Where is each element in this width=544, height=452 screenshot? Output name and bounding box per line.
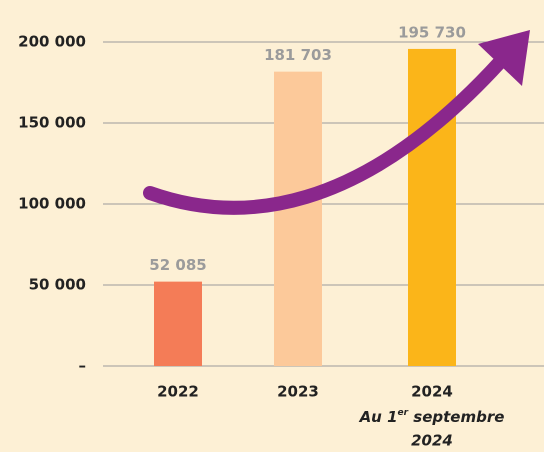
- bar: [154, 281, 202, 366]
- note-part: Au 1: [359, 408, 398, 426]
- y-tick-label: –: [79, 357, 87, 375]
- note: Au 1er septembre: [359, 408, 505, 426]
- bar: [408, 48, 456, 367]
- y-tick-label: 100 000: [18, 195, 86, 213]
- y-tick-label: 150 000: [18, 114, 86, 132]
- y-tick-label: 200 000: [18, 33, 86, 51]
- y-tick-label: 50 000: [29, 276, 86, 294]
- bar: [274, 71, 322, 366]
- x-tick-label: 2022: [157, 383, 199, 401]
- arrow-head: [478, 30, 530, 86]
- note-part: septembre: [408, 408, 504, 426]
- trend-arrow: [143, 55, 507, 215]
- note-line2: 2024: [411, 432, 453, 450]
- x-tick-label: 2024: [411, 383, 453, 401]
- note-part: er: [398, 408, 409, 418]
- x-tick-label: 2023: [277, 383, 319, 401]
- value-label: 195 730: [398, 23, 466, 41]
- value-label: 52 085: [149, 256, 206, 274]
- value-label: 181 703: [264, 46, 332, 64]
